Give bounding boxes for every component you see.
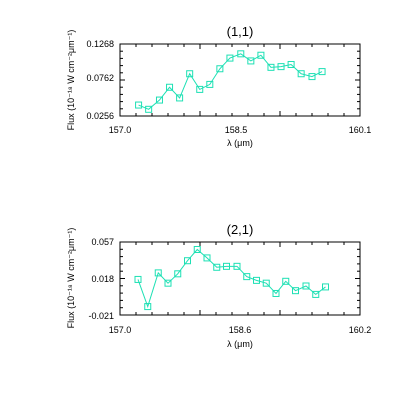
data-point-marker: [193, 245, 201, 253]
data-point-marker: [257, 51, 265, 59]
data-point-marker: [277, 63, 285, 71]
x-axis-label: λ (μm): [227, 339, 253, 349]
data-point-marker: [243, 273, 251, 281]
y-tick-label: -0.021: [88, 311, 114, 321]
data-point-marker: [145, 105, 153, 113]
data-point-marker: [184, 257, 191, 265]
y-tick-label: 0.057: [91, 237, 114, 247]
data-point-marker: [297, 70, 305, 78]
data-point-marker: [262, 279, 270, 287]
data-point-marker: [322, 283, 329, 291]
data-point-marker: [206, 80, 214, 88]
data-point-marker: [292, 287, 299, 295]
data-point-marker: [226, 54, 234, 62]
y-tick-label: 0.018: [91, 274, 114, 284]
chart-title: (1,1): [227, 24, 254, 39]
data-point-marker: [213, 263, 221, 271]
chart-panel-2-1: (2,1) 157.0 158.6 160.2 0.057 0.018 -0.0…: [66, 222, 371, 349]
plot-frame: [119, 43, 361, 117]
data-point-marker: [155, 96, 163, 104]
y-axis-label: Flux (10⁻¹⁸ W cm⁻²μm⁻¹): [66, 228, 76, 329]
data-point-marker: [318, 68, 326, 76]
y-tick-label: 0.1268: [86, 39, 114, 49]
data-point-marker: [223, 262, 230, 270]
data-point-marker: [186, 70, 194, 78]
data-point-marker: [237, 50, 245, 58]
x-tick-label: 157.0: [109, 325, 132, 335]
series-line: [137, 248, 326, 309]
axis-ticks: [120, 44, 360, 116]
chart-panel-1-1: (1,1) 157.0 158.5 160.1 0.1268 0.0762 0.…: [66, 24, 371, 148]
data-point-marker: [216, 65, 224, 73]
series-marks: [134, 245, 329, 311]
data-point-marker: [247, 57, 255, 65]
y-axis-label: Flux (10⁻¹⁸ W cm⁻²μm⁻¹): [66, 30, 76, 131]
data-point-marker: [166, 83, 174, 91]
data-point-marker: [272, 289, 280, 297]
data-point-marker: [134, 275, 142, 283]
x-tick-label: 160.2: [349, 325, 372, 335]
data-point-marker: [164, 279, 172, 287]
data-point-marker: [196, 85, 204, 93]
x-tick-label: 158.6: [229, 325, 252, 335]
data-point-marker: [203, 254, 211, 262]
series-line: [138, 53, 323, 110]
data-point-marker: [312, 290, 320, 298]
x-tick-label: 158.5: [225, 125, 248, 135]
chart-title: (2,1): [227, 222, 254, 237]
data-point-marker: [176, 94, 184, 102]
data-point-marker: [282, 277, 290, 285]
data-point-marker: [308, 73, 316, 81]
series-marks: [135, 50, 326, 113]
y-tick-label: 0.0762: [86, 73, 114, 83]
data-point-marker: [287, 60, 295, 68]
y-tick-label: 0.0256: [86, 111, 114, 121]
data-point-marker: [174, 270, 182, 278]
data-point-marker: [154, 269, 162, 277]
x-tick-label: 157.0: [109, 125, 132, 135]
data-point-marker: [302, 282, 310, 290]
data-point-marker: [267, 63, 275, 71]
data-point-marker: [233, 262, 241, 270]
data-point-marker: [135, 101, 143, 109]
data-point-marker: [144, 303, 152, 311]
x-tick-label: 160.1: [349, 125, 372, 135]
data-point-marker: [253, 276, 260, 284]
x-axis-label: λ (μm): [227, 138, 253, 148]
